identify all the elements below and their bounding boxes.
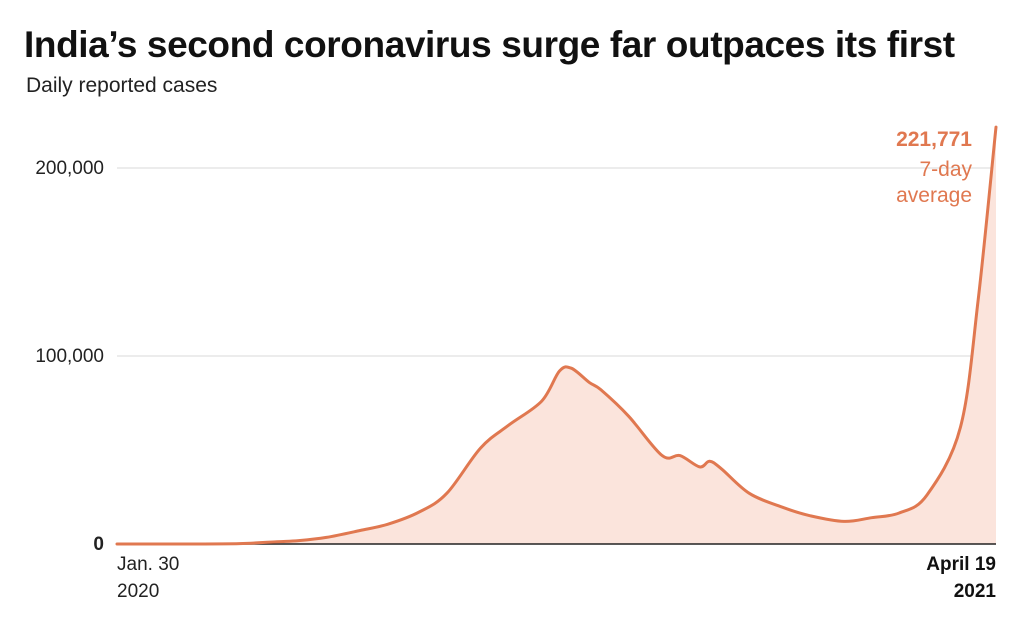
x-axis-tick-labels: Jan. 30 2020 April 19 2021 [117,554,996,602]
daily-cases-area-layer [117,127,996,545]
x-tick-label-end-line1: April 19 [926,554,996,575]
peak-annotation: 221,771 7-day average [896,128,972,207]
annotation-label-line2: average [896,184,972,207]
y-axis-tick-labels: 0 100,000 200,000 [35,158,104,555]
x-tick-label-start-line1: Jan. 30 [117,554,179,575]
seven-day-average-line-layer [115,125,998,546]
x-tick-label-start-line2: 2020 [117,581,159,602]
daily-cases-area [117,127,996,544]
y-tick-label-0: 0 [93,534,104,555]
chart-subtitle: Daily reported cases [26,74,218,97]
x-tick-label-end-line2: 2021 [954,581,997,602]
annotation-value: 221,771 [896,128,972,151]
annotation-label-line1: 7-day [919,158,972,181]
y-tick-label-100000: 100,000 [35,346,104,367]
gridlines [117,167,996,357]
seven-day-average-line [115,125,998,546]
chart-title: India’s second coronavirus surge far out… [24,24,955,65]
y-tick-label-200000: 200,000 [35,158,104,179]
